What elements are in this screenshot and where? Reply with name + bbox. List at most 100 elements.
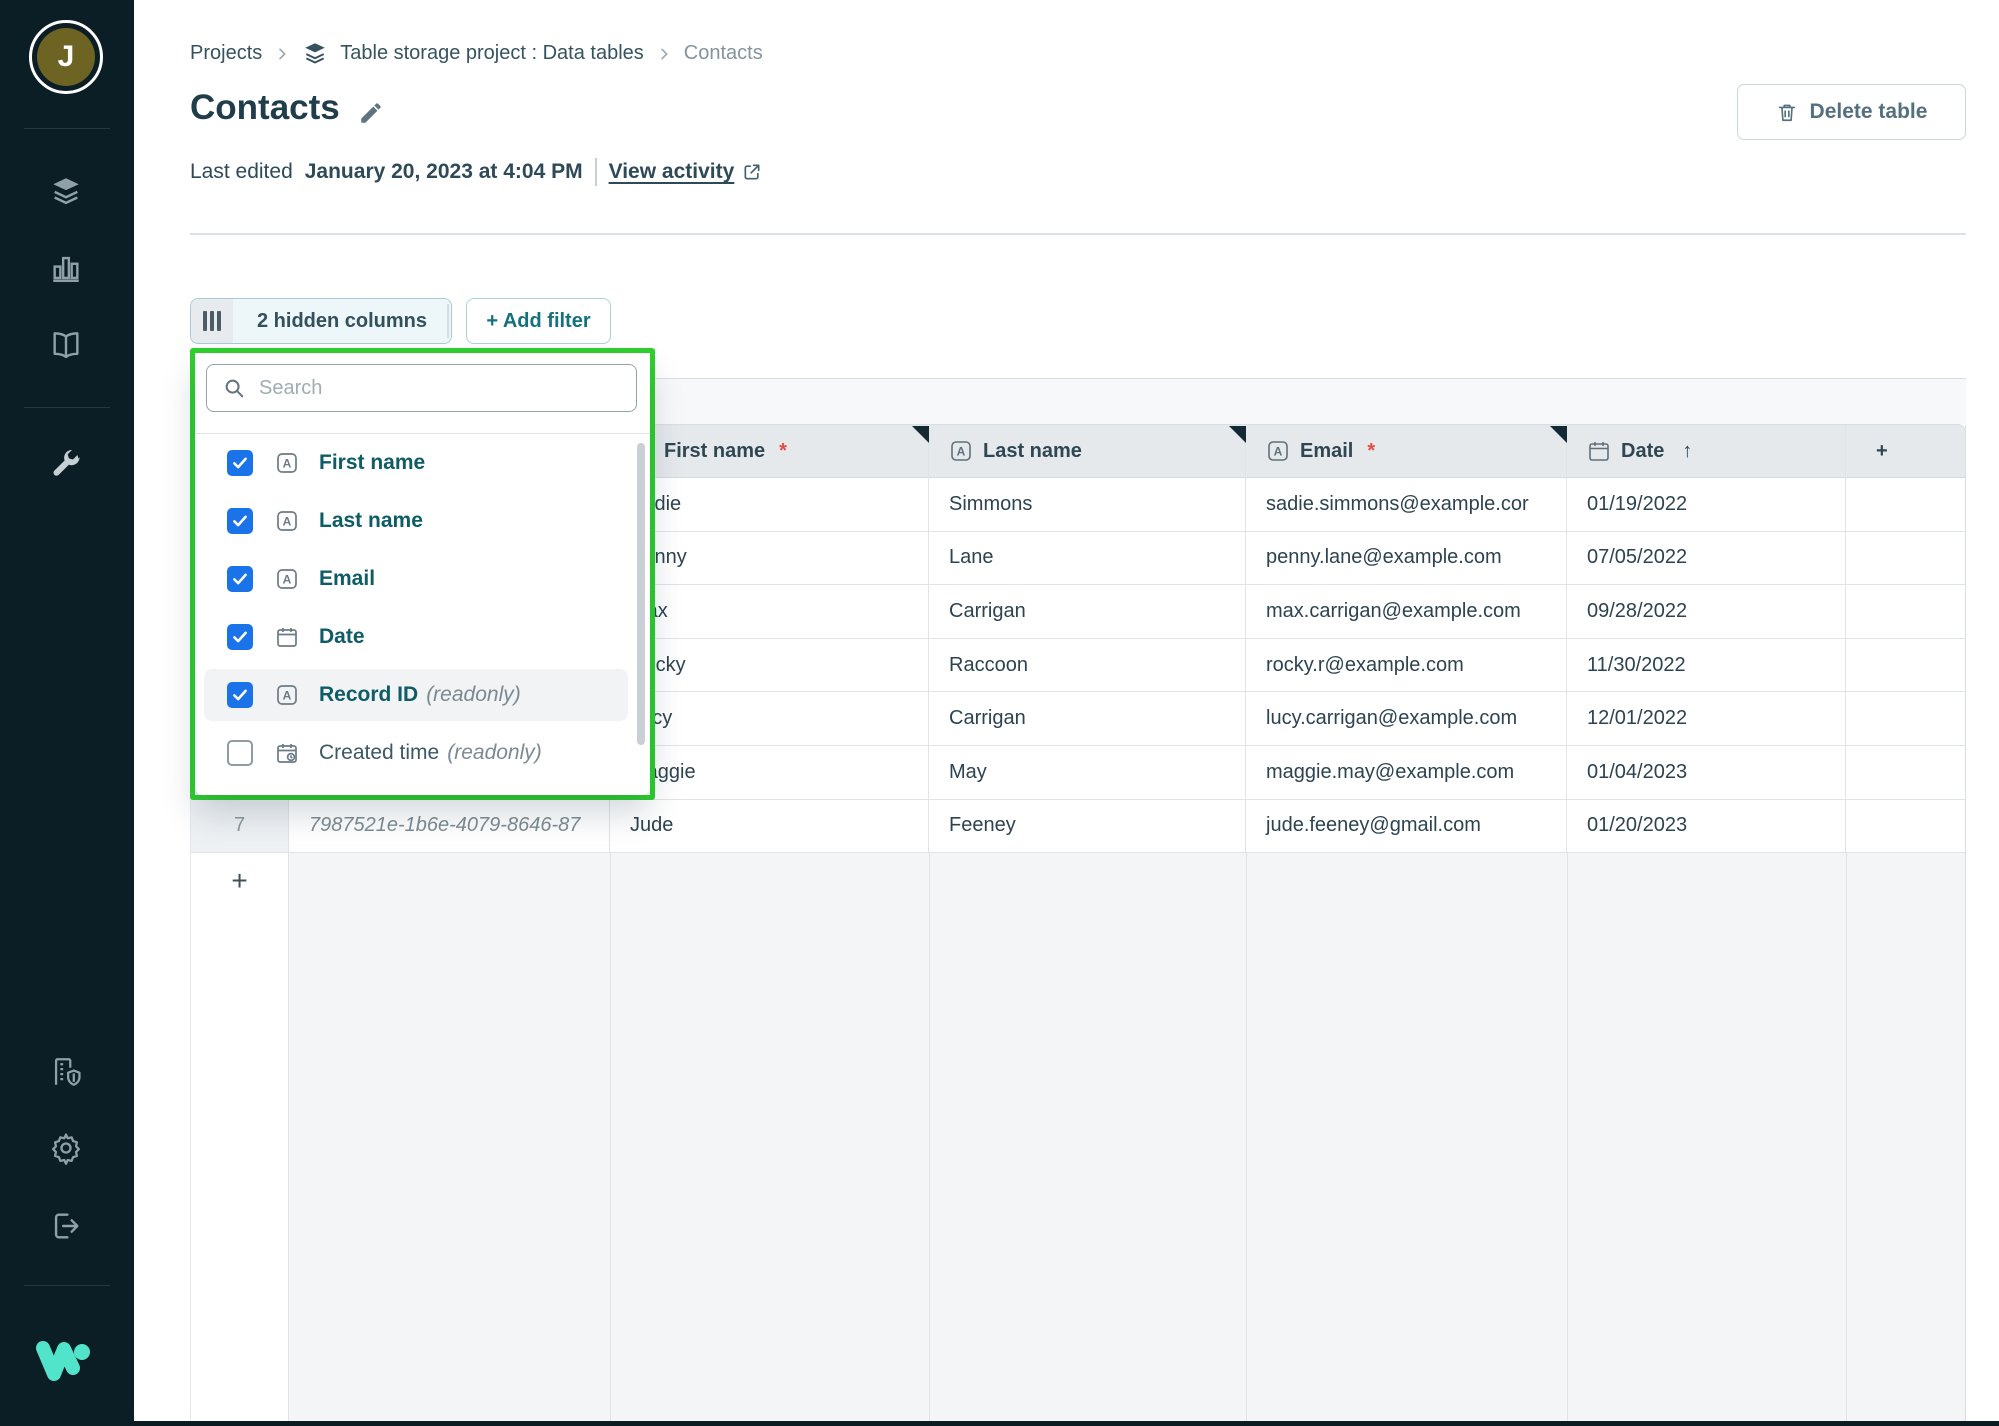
layers-icon[interactable] (49, 174, 83, 208)
building-shield-icon[interactable] (49, 1055, 83, 1089)
bar-chart-icon[interactable] (49, 251, 83, 285)
empty-cell[interactable] (1846, 745, 1966, 800)
header-email[interactable]: A Email * (1246, 425, 1567, 478)
empty-cell[interactable] (1846, 799, 1966, 854)
hidden-columns-button[interactable]: 2 hidden columns (190, 298, 453, 344)
vertical-separator (594, 158, 597, 186)
email-cell[interactable]: sadie.simmons@example.cor (1246, 478, 1567, 532)
email-cell[interactable]: jude.feeney@gmail.com (1246, 799, 1567, 854)
gear-icon[interactable] (49, 1131, 83, 1165)
add-row-button[interactable]: + (231, 865, 248, 897)
first-name-cell[interactable]: Max (610, 585, 929, 639)
search-input[interactable] (259, 376, 589, 400)
date-cell[interactable]: 01/20/2023 (1567, 799, 1846, 854)
checkbox-checked-icon[interactable] (227, 450, 253, 476)
last-name-cell[interactable]: Raccoon (929, 638, 1246, 693)
last-edited-row: Last edited January 20, 2023 at 4:04 PM … (190, 158, 762, 186)
menu-item-date[interactable]: Date (195, 608, 650, 666)
email-cell[interactable]: lucy.carrigan@example.com (1246, 692, 1567, 746)
columns-icon (191, 299, 233, 343)
first-name-cell[interactable]: Penny (610, 531, 929, 586)
date-cell[interactable]: 12/01/2022 (1567, 692, 1846, 746)
toolbar-separator (447, 304, 449, 338)
avatar-initial: J (37, 28, 95, 86)
checkbox-checked-icon[interactable] (227, 624, 253, 650)
required-asterisk: * (779, 439, 787, 462)
first-name-cell[interactable]: Rocky (610, 638, 929, 693)
first-name-cell[interactable]: Sadie (610, 478, 929, 532)
last-name-cell[interactable]: May (929, 745, 1246, 800)
pencil-icon[interactable] (358, 95, 384, 123)
menu-search-box[interactable] (206, 364, 637, 412)
column-border (1246, 853, 1247, 1422)
header-last-name[interactable]: A Last name (929, 425, 1246, 478)
last-name-cell[interactable]: Simmons (929, 478, 1246, 532)
breadcrumb: Projects Table storage project : Data ta… (190, 40, 763, 66)
date-cell[interactable]: 09/28/2022 (1567, 585, 1846, 639)
email-cell[interactable]: rocky.r@example.com (1246, 638, 1567, 693)
row-number-column: + (190, 853, 289, 1422)
menu-item-email[interactable]: A Email (195, 550, 650, 608)
table-right-border (1965, 853, 1966, 1422)
menu-item-record-id[interactable]: A Record ID (readonly) (195, 666, 650, 724)
avatar[interactable]: J (29, 20, 103, 94)
empty-cell[interactable] (1846, 478, 1966, 532)
add-filter-button[interactable]: + Add filter (466, 298, 611, 344)
last-edited-label: Last edited (190, 160, 293, 183)
logout-icon[interactable] (49, 1209, 83, 1243)
logo-w-icon[interactable] (32, 1332, 100, 1390)
viewport-bottom-edge (0, 1421, 1999, 1426)
trash-icon (1776, 101, 1798, 123)
text-field-icon: A (275, 509, 299, 533)
search-icon (225, 379, 244, 398)
empty-cell[interactable] (1846, 692, 1966, 746)
empty-cell[interactable] (1846, 531, 1966, 586)
text-field-icon: A (275, 451, 299, 475)
text-field-icon: A (275, 567, 299, 591)
date-cell[interactable]: 01/19/2022 (1567, 478, 1846, 532)
readonly-tag: (readonly) (447, 741, 542, 764)
breadcrumb-project[interactable]: Table storage project : Data tables (340, 41, 644, 64)
sidebar-divider (24, 1285, 110, 1286)
sidebar-divider (24, 407, 110, 408)
email-cell[interactable]: penny.lane@example.com (1246, 531, 1567, 586)
table-row: 7 7987521e-1b6e-4079-8646-87 Jude Feeney… (190, 799, 1966, 854)
menu-item-last-name[interactable]: A Last name (195, 492, 650, 550)
book-icon[interactable] (49, 328, 83, 362)
date-cell[interactable]: 07/05/2022 (1567, 531, 1846, 586)
calendar-clock-icon (275, 741, 299, 765)
breadcrumb-projects[interactable]: Projects (190, 41, 263, 64)
menu-item-first-name[interactable]: A First name (195, 434, 650, 492)
last-name-cell[interactable]: Carrigan (929, 585, 1246, 639)
header-first-name[interactable]: A First name* (610, 425, 929, 478)
delete-table-button[interactable]: Delete table (1737, 84, 1966, 140)
breadcrumb-current: Contacts (683, 41, 763, 64)
add-column-button[interactable]: + (1846, 425, 1966, 478)
readonly-tag: (readonly) (426, 683, 521, 706)
date-cell[interactable]: 11/30/2022 (1567, 638, 1846, 693)
view-activity-link[interactable]: View activity (609, 160, 763, 184)
checkbox-checked-icon[interactable] (227, 508, 253, 534)
first-name-cell[interactable]: Jude (610, 799, 929, 854)
svg-text:A: A (283, 457, 292, 471)
checkbox-unchecked-icon[interactable] (227, 740, 253, 766)
column-corner-marker (1550, 426, 1567, 443)
date-cell[interactable]: 01/04/2023 (1567, 745, 1846, 800)
scrollbar-thumb[interactable] (637, 443, 645, 745)
record-id-cell[interactable]: 7987521e-1b6e-4079-8646-87 (289, 799, 610, 854)
first-name-cell[interactable]: Lucy (610, 692, 929, 746)
email-cell[interactable]: max.carrigan@example.com (1246, 585, 1567, 639)
header-date[interactable]: Date ↑ (1567, 425, 1846, 478)
last-name-cell[interactable]: Carrigan (929, 692, 1246, 746)
empty-cell[interactable] (1846, 585, 1966, 639)
last-name-cell[interactable]: Lane (929, 531, 1246, 586)
first-name-cell[interactable]: Maggie (610, 745, 929, 800)
svg-text:A: A (283, 573, 292, 587)
checkbox-checked-icon[interactable] (227, 682, 253, 708)
empty-cell[interactable] (1846, 638, 1966, 693)
email-cell[interactable]: maggie.may@example.com (1246, 745, 1567, 800)
menu-item-created-time[interactable]: Created time (readonly) (195, 724, 650, 782)
wrench-icon[interactable] (49, 447, 83, 481)
checkbox-checked-icon[interactable] (227, 566, 253, 592)
last-name-cell[interactable]: Feeney (929, 799, 1246, 854)
